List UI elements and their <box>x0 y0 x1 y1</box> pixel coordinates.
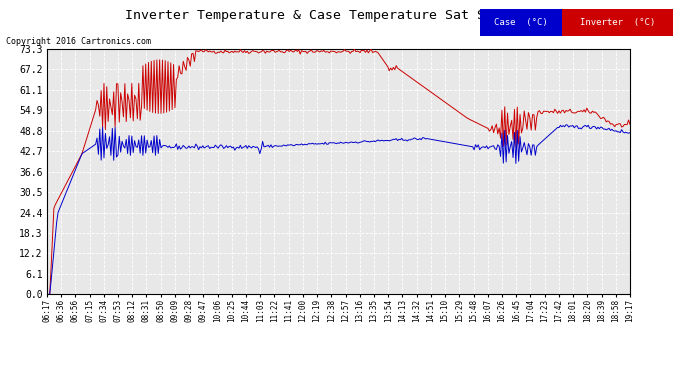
Text: Inverter  (°C): Inverter (°C) <box>580 18 656 27</box>
Text: Case  (°C): Case (°C) <box>494 18 548 27</box>
Text: Copyright 2016 Cartronics.com: Copyright 2016 Cartronics.com <box>6 38 150 46</box>
Text: Inverter Temperature & Case Temperature Sat Sep 3 19:21: Inverter Temperature & Case Temperature … <box>125 9 565 22</box>
